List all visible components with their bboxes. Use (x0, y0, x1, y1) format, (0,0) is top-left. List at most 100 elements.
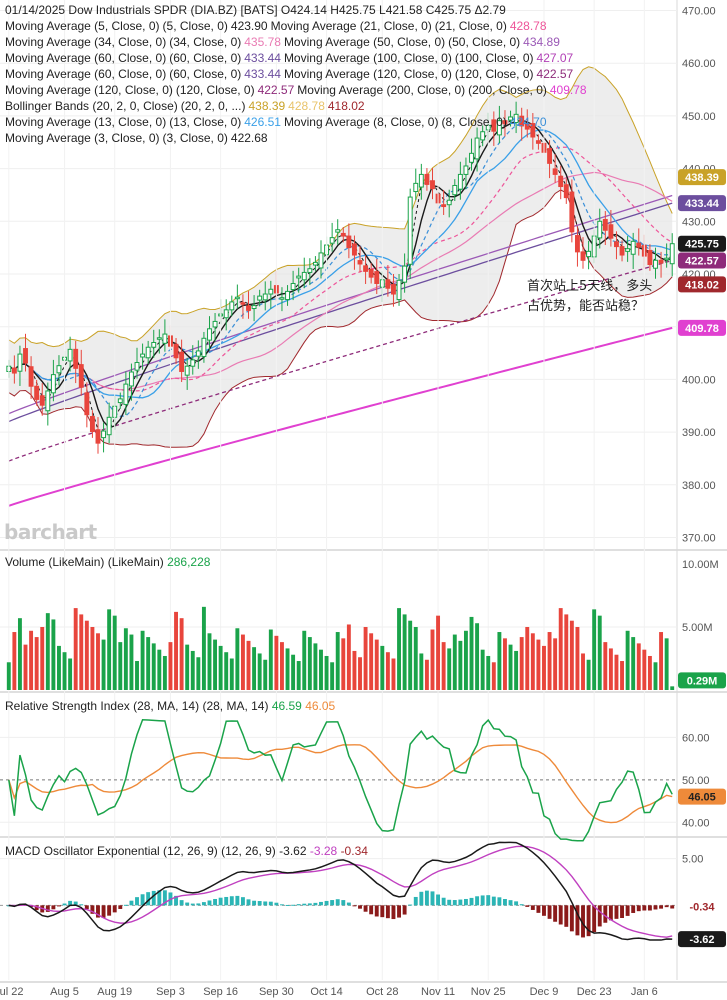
macd-histogram-bar (486, 895, 491, 906)
macd-histogram-bar (57, 905, 61, 907)
macd-histogram-bar (586, 905, 591, 937)
price-tag: 433.44 (685, 198, 720, 210)
candle-body (452, 184, 458, 196)
macd-histogram-bar (73, 901, 78, 906)
macd-histogram-bar (207, 900, 212, 906)
macd-histogram-bar (547, 905, 552, 919)
price-y-tick: 470.00 (682, 6, 716, 18)
volume-bar (302, 630, 307, 690)
macd-histogram-bar (631, 905, 636, 913)
candle-body (630, 240, 636, 255)
candle-body (173, 343, 179, 359)
volume-bar (581, 653, 585, 690)
legend-item: Moving Average (200, Close, 0) (200, Clos… (297, 82, 586, 98)
candle-body (430, 180, 435, 190)
candle-body (580, 251, 586, 261)
volume-bar (452, 634, 457, 690)
candle-body (535, 140, 541, 144)
volume-bar (280, 642, 284, 690)
candle-body (368, 269, 374, 278)
macd-histogram-bar (497, 897, 502, 906)
legend-line: Moving Average (5, Close, 0) (5, Close, 0… (5, 18, 590, 34)
macd-histogram-bar (614, 905, 619, 919)
legend-item-value: 427.07 (536, 51, 574, 65)
volume-bar (62, 652, 67, 690)
candle-body (201, 337, 207, 357)
legend-item-name: Moving Average (50, Close, 0) (283, 35, 446, 49)
macd-histogram-bar (642, 905, 647, 911)
macd-histogram-bar (240, 897, 245, 906)
macd-histogram-bar (430, 891, 435, 906)
volume-bar (525, 627, 530, 690)
legend-item-name: Moving Average (5, Close, 0) (5, 19, 160, 33)
ma-60-line (8, 202, 673, 423)
macd-histogram-bar (162, 890, 167, 906)
volume-tag: 0.29M (687, 675, 718, 687)
volume-bar (240, 634, 245, 690)
legend-line: Moving Average (60, Close, 0) (60, Close,… (5, 66, 590, 82)
volume-bar (123, 628, 128, 690)
macd-histogram-bar (575, 905, 580, 936)
volume-bar (569, 620, 574, 690)
volume-legend-value: 286,228 (167, 555, 211, 569)
candle-body (496, 120, 502, 136)
macd-histogram-bar (291, 904, 296, 906)
x-tick-label: Nov 25 (471, 986, 506, 998)
legend-item-name: Moving Average (60, Close, 0) (5, 67, 167, 81)
volume-bar (659, 632, 664, 690)
rsi-legend-value: 46.59 (271, 699, 302, 713)
macd-histogram-bar (670, 905, 675, 909)
volume-bar (385, 652, 390, 690)
candle-body (11, 367, 17, 374)
x-tick-label: Jan 6 (631, 986, 658, 998)
volume-bar (168, 642, 173, 690)
macd-histogram-bar (151, 890, 156, 906)
volume-bar (135, 661, 139, 690)
legend-item-name: Bollinger Bands (20, 2, 0, Close) (5, 99, 178, 113)
volume-bar (670, 686, 675, 690)
volume-bar (597, 615, 602, 690)
candle-body (101, 430, 107, 439)
macd-histogram-bar (508, 900, 513, 906)
annotation-line-1: 首次站上5天线，多头 (527, 279, 653, 294)
legend-item-value: 426.51 (244, 115, 281, 129)
legend-item-params: (5, Close, 0) (162, 19, 228, 33)
macd-histogram-bar (391, 905, 396, 920)
macd-histogram-bar (664, 905, 669, 908)
macd-histogram-bar (123, 904, 128, 906)
volume-bar (592, 609, 597, 690)
x-tick-label: Dec 9 (530, 986, 559, 998)
candle-body (290, 282, 296, 291)
price-tag-bg (678, 169, 726, 186)
macd-histogram-bar (447, 899, 452, 906)
candle-body (664, 257, 670, 261)
macd-histogram-bar (274, 902, 279, 906)
macd-histogram-bar (285, 904, 290, 906)
macd-hist-tag: -0.34 (689, 902, 715, 914)
macd-histogram-bar (201, 902, 206, 906)
macd-histogram-bar (346, 902, 351, 906)
candle-body (502, 120, 508, 125)
candle-body (134, 362, 140, 371)
macd-histogram-bar (224, 896, 229, 906)
legend-item-params: (200, Close, 0) (468, 83, 547, 97)
macd-histogram-bar (419, 891, 424, 906)
rsi-y-tick: 40.00 (682, 817, 710, 829)
macd-histogram-bar (458, 899, 463, 906)
macd-histogram-bar (536, 905, 541, 913)
candle-body (229, 301, 235, 311)
macd-histogram-bar (402, 905, 407, 915)
macd-histogram-bar (441, 897, 446, 906)
candle-body (34, 385, 40, 400)
candle-body (212, 320, 218, 328)
candle-body (78, 364, 84, 388)
price-tag: 409.78 (685, 323, 719, 335)
candle-body (140, 353, 146, 358)
macd-histogram-bar (542, 905, 546, 916)
price-y-tick: 430.00 (682, 216, 716, 228)
legend-item-params: (50, Close, 0) (448, 35, 521, 49)
candle-body (474, 137, 480, 160)
volume-bar (324, 655, 329, 690)
legend-line: Moving Average (34, Close, 0) (34, Close,… (5, 34, 590, 50)
rsi-ma-line (8, 744, 673, 824)
